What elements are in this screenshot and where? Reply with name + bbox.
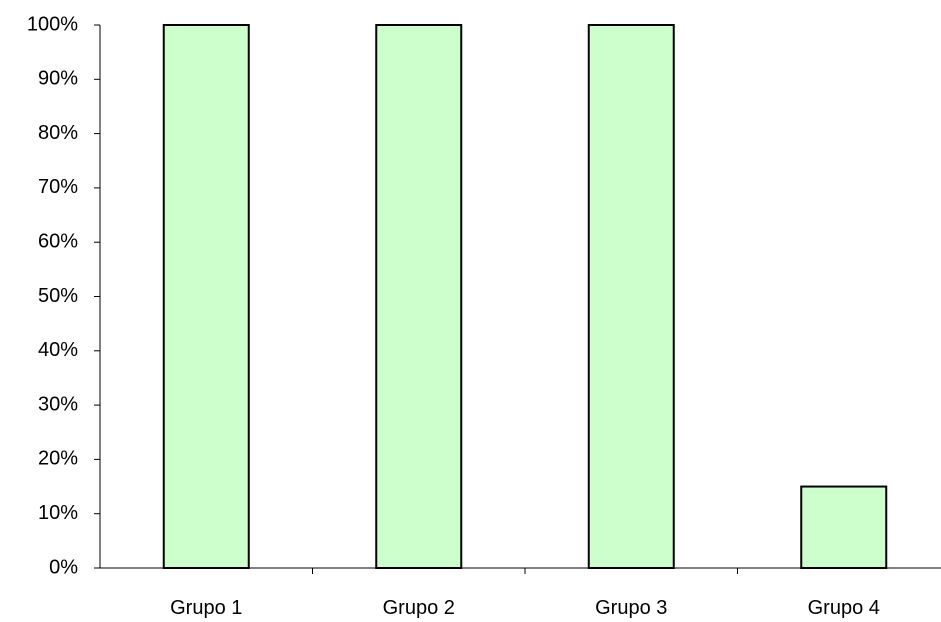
x-tick-label: Grupo 3 — [595, 597, 667, 619]
bar-grupo-4 — [800, 485, 888, 569]
y-tick-label: 30% — [38, 393, 78, 415]
bar-grupo-2 — [375, 24, 463, 569]
bars — [162, 24, 888, 569]
x-tick-label: Grupo 2 — [383, 597, 455, 619]
y-tick-label: 40% — [38, 339, 78, 361]
bar-grupo-3 — [587, 24, 675, 569]
y-tick-label: 80% — [38, 122, 78, 144]
x-axis: Grupo 1 Grupo 2 Grupo 3 Grupo 4 — [100, 567, 941, 619]
x-tick-label: Grupo 1 — [170, 597, 242, 619]
x-tick-label: Grupo 4 — [808, 597, 880, 619]
y-axis: 0% 10% 20% 30% 40% 50% 60% 70% 80% 90% 100% — [27, 13, 101, 578]
y-tick-label: 10% — [38, 502, 78, 524]
y-tick-label: 50% — [38, 285, 78, 307]
y-tick-label: 0% — [49, 556, 78, 578]
y-tick-label: 70% — [38, 176, 78, 198]
y-tick-label: 20% — [38, 448, 78, 470]
y-tick-label: 60% — [38, 230, 78, 252]
bar-grupo-1 — [162, 24, 250, 569]
y-tick-label: 90% — [38, 68, 78, 90]
y-tick-label: 100% — [27, 13, 78, 35]
